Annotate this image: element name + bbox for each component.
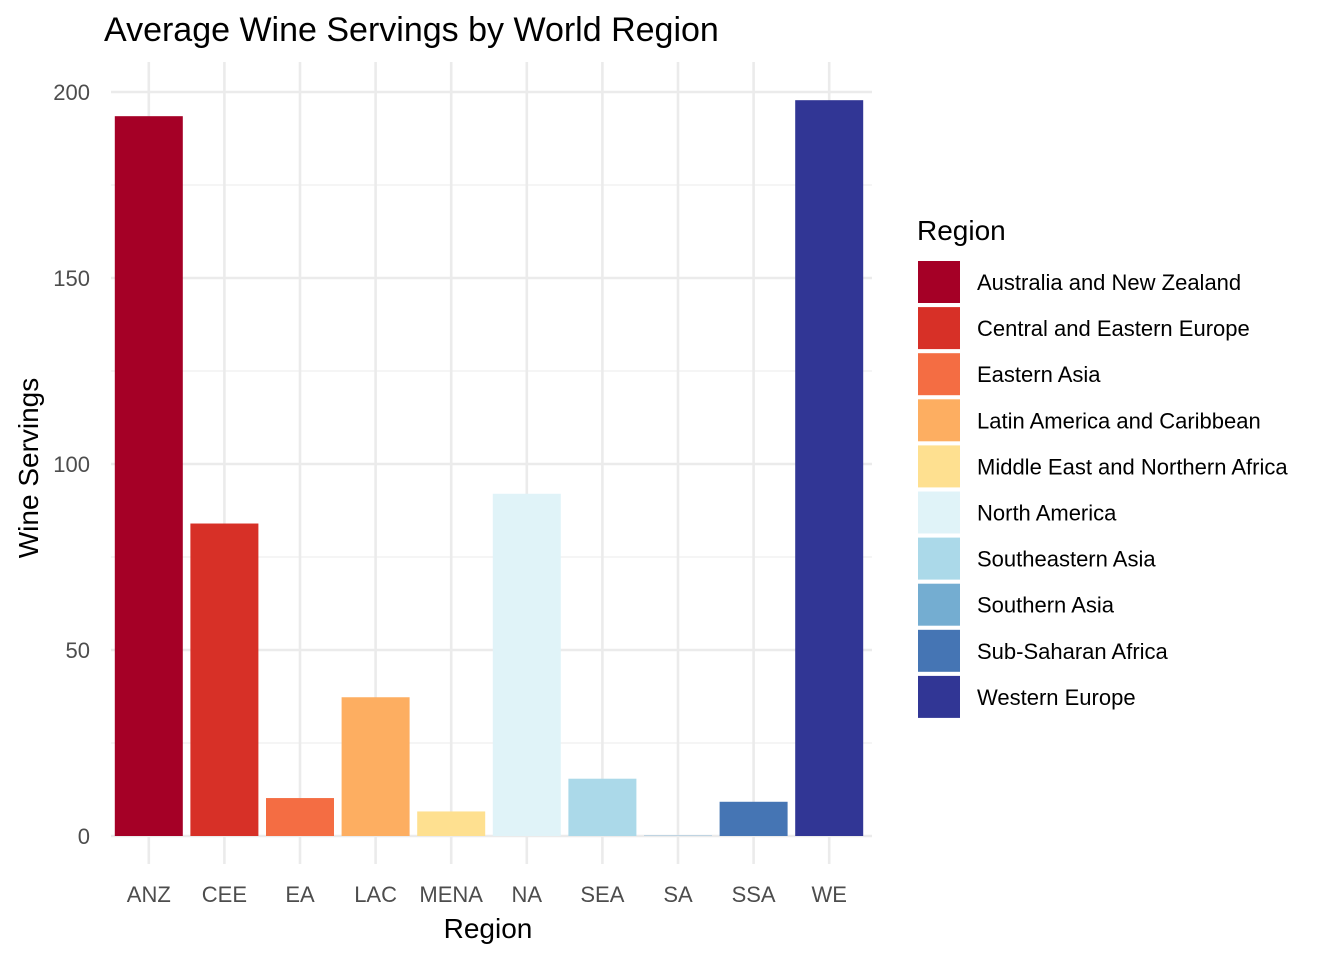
x-tick-label: CEE	[202, 882, 247, 907]
x-axis-ticks: ANZ CEE EA LAC MENA NA SEA SA SSA WE	[127, 882, 847, 907]
legend-swatch	[918, 445, 960, 488]
bar-ea	[266, 798, 334, 836]
x-tick-label: LAC	[354, 882, 397, 907]
legend-label: North America	[977, 501, 1117, 526]
legend-label: Middle East and Northern Africa	[977, 454, 1288, 479]
legend: Region Australia and New Zealand Central …	[917, 215, 1288, 718]
y-axis-ticks: 0 50 100 150 200	[53, 80, 90, 849]
legend-items: Australia and New Zealand Central and Eas…	[918, 261, 1288, 718]
bar-mena	[417, 811, 486, 836]
legend-swatch	[918, 353, 960, 396]
chart-title: Average Wine Servings by World Region	[104, 11, 719, 49]
legend-label: Southern Asia	[977, 593, 1115, 618]
x-tick-label: NA	[512, 882, 543, 907]
legend-swatch	[918, 261, 960, 303]
legend-swatch	[918, 399, 960, 442]
x-tick-label: EA	[285, 882, 315, 907]
y-tick-label: 150	[53, 266, 90, 291]
y-tick-label: 0	[78, 824, 90, 849]
legend-title: Region	[917, 215, 1006, 246]
legend-swatch	[918, 491, 960, 534]
legend-label: Southeastern Asia	[977, 547, 1156, 572]
x-axis-title: Region	[444, 913, 533, 944]
x-tick-label: SEA	[580, 882, 624, 907]
x-tick-label: SSA	[732, 882, 776, 907]
x-tick-label: WE	[811, 882, 846, 907]
legend-swatch	[918, 307, 960, 350]
y-tick-label: 50	[66, 638, 90, 663]
bar-ssa	[719, 801, 788, 836]
bar-sea	[568, 778, 637, 836]
legend-label: Central and Eastern Europe	[977, 316, 1250, 341]
legend-label: Australia and New Zealand	[977, 270, 1241, 295]
x-tick-label: ANZ	[127, 882, 171, 907]
legend-swatch	[918, 675, 960, 718]
x-tick-label: MENA	[419, 882, 483, 907]
legend-swatch	[918, 629, 960, 672]
y-tick-label: 200	[53, 80, 90, 105]
legend-label: Eastern Asia	[977, 362, 1101, 387]
legend-label: Sub-Saharan Africa	[977, 639, 1169, 664]
y-axis-title: Wine Servings	[13, 378, 44, 559]
bars	[114, 100, 864, 837]
bar-anz	[114, 116, 183, 837]
bar-cee	[190, 523, 259, 836]
bar-lac	[341, 697, 410, 836]
bar-we	[795, 100, 864, 836]
legend-label: Western Europe	[977, 685, 1136, 710]
x-tick-label: SA	[663, 882, 693, 907]
legend-swatch	[918, 537, 960, 580]
legend-label: Latin America and Caribbean	[977, 408, 1261, 433]
bar-na	[492, 493, 561, 836]
y-tick-label: 100	[53, 452, 90, 477]
legend-swatch	[918, 583, 960, 626]
